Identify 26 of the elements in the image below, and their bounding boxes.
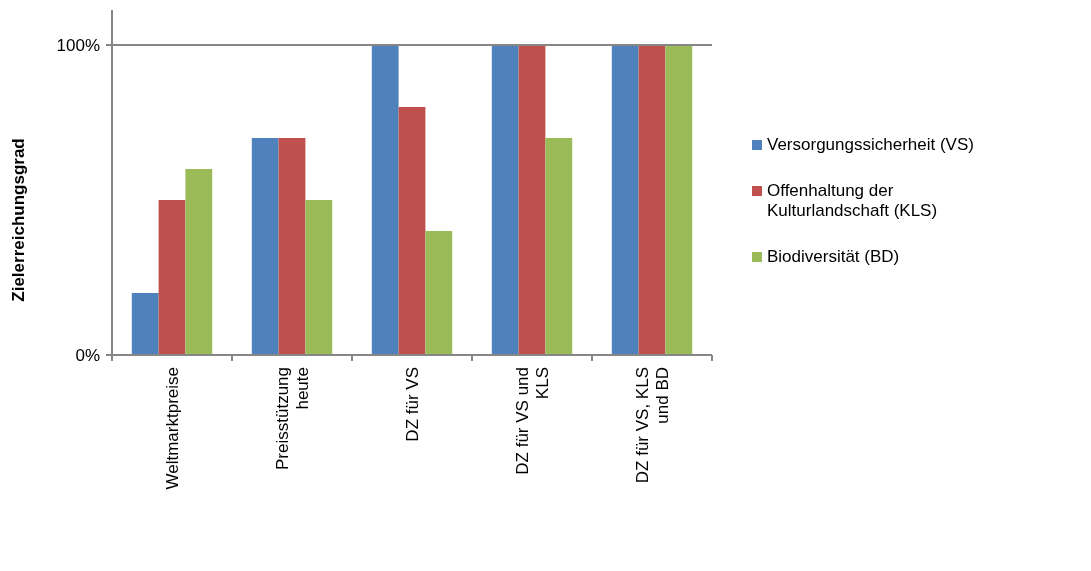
y-tick-label: 100% (56, 35, 100, 55)
bar (665, 45, 693, 355)
bar (371, 45, 399, 355)
bar (158, 200, 186, 355)
bar (185, 169, 213, 355)
legend-label: Versorgungssicherheit (VS) (767, 135, 974, 154)
bar (611, 45, 639, 355)
x-tick-label: DZ für VS, KLS und BD (633, 367, 672, 484)
x-tick-label: DZ für VS und KLS (513, 367, 552, 475)
bar (638, 45, 666, 355)
x-tick-label: Preisstützung heute (273, 367, 312, 470)
legend-label: Biodiversität (BD) (767, 247, 900, 266)
bar (545, 138, 573, 355)
x-tick-label: Weltmarktpreise (163, 367, 182, 490)
legend-label: Offenhaltung der Kulturlandschaft (KLS) (767, 181, 938, 220)
bar (278, 138, 306, 355)
bar (518, 45, 546, 355)
bar (305, 200, 333, 355)
y-axis-title: Zielerreichungsgrad (9, 138, 28, 302)
bar (131, 293, 159, 355)
bar (491, 45, 519, 355)
bar (398, 107, 426, 355)
x-tick-label: DZ für VS (403, 367, 422, 442)
y-tick-label: 0% (75, 345, 100, 365)
bar (425, 231, 453, 355)
bar (251, 138, 279, 355)
